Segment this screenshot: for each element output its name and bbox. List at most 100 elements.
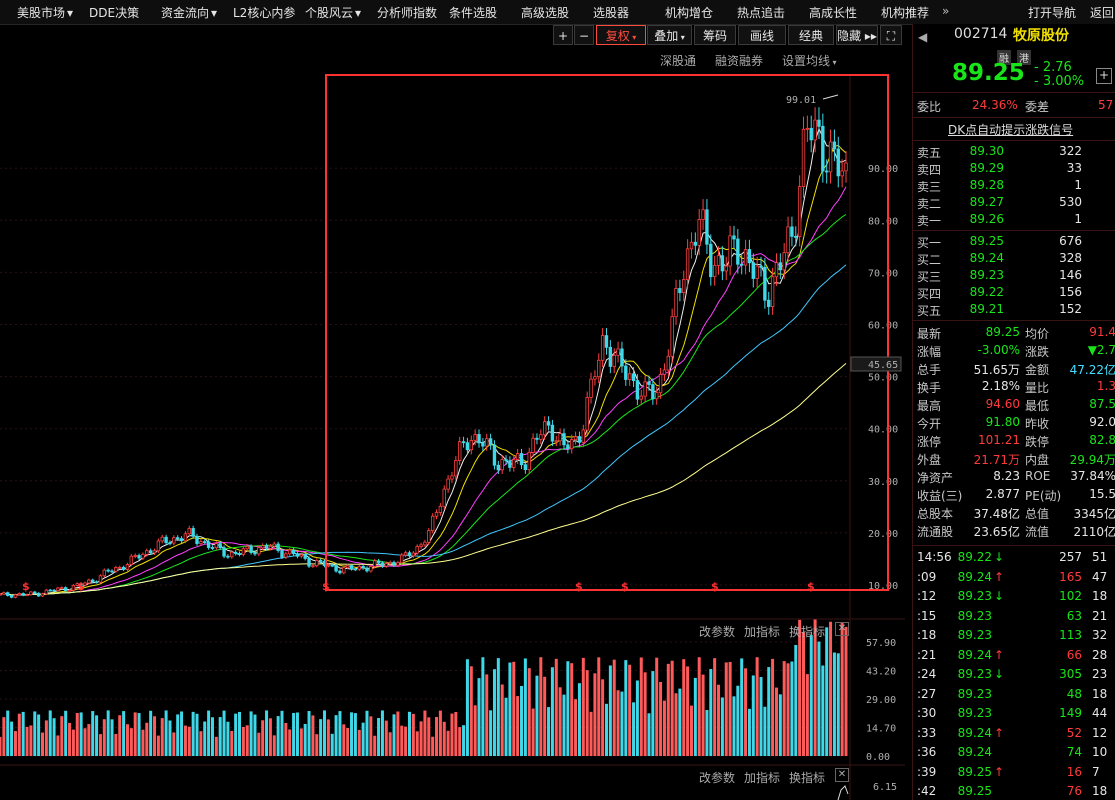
- add-indicator-link[interactable]: 加指标: [744, 625, 781, 639]
- stat-row[interactable]: 外盘 21.71万 内盘 29.94万: [912, 451, 1115, 468]
- bid-row[interactable]: 买三 89.23 146: [912, 268, 1115, 285]
- candle-body: [446, 478, 450, 490]
- stat-row[interactable]: 换手 2.18% 量比 1.3: [912, 379, 1115, 396]
- menu-item[interactable]: 条件选股: [449, 6, 498, 20]
- tick-row[interactable]: :15 89.23 63 21: [912, 609, 1115, 626]
- volume-bar: [481, 657, 485, 756]
- hk-connect-link[interactable]: 深股通: [660, 54, 697, 68]
- ask-row[interactable]: 卖四 89.29 33: [912, 161, 1115, 178]
- classic-button[interactable]: 经典: [788, 25, 834, 45]
- menu-item[interactable]: DDE决策: [89, 6, 140, 20]
- margin-trading-link[interactable]: 融资融券: [715, 54, 764, 68]
- add-watchlist-icon[interactable]: +: [1096, 68, 1112, 84]
- stat-label: 换手: [917, 381, 942, 395]
- tick-row[interactable]: :30 89.23 149 44: [912, 706, 1115, 723]
- stat-row[interactable]: 最高 94.60 最低 87.5: [912, 397, 1115, 414]
- menu-item[interactable]: 高级选股: [521, 6, 570, 20]
- tick-row[interactable]: :18 89.23 113 32: [912, 628, 1115, 645]
- stat-row[interactable]: 总手 51.65万 金额 47.22亿: [912, 361, 1115, 378]
- menu-item[interactable]: 分析师指数: [377, 6, 438, 20]
- candle-body: [160, 536, 164, 542]
- add-indicator-link[interactable]: 加指标: [744, 771, 781, 785]
- menu-item[interactable]: 美股市场: [17, 6, 66, 20]
- menu-item[interactable]: 高成长性: [809, 6, 858, 20]
- tick-row[interactable]: :33 89.24 ↑ 52 12: [912, 726, 1115, 743]
- prev-stock-icon[interactable]: ◀: [918, 30, 928, 44]
- event-marker-icon[interactable]: $: [77, 580, 85, 593]
- indicator-params-link[interactable]: 改参数: [699, 625, 736, 639]
- event-marker-icon[interactable]: $: [22, 580, 30, 593]
- menu-item[interactable]: 资金流向: [161, 6, 210, 20]
- bid-row[interactable]: 买二 89.24 328: [912, 251, 1115, 268]
- indicator-params-link[interactable]: 改参数: [699, 771, 736, 785]
- volume-bar: [176, 714, 180, 756]
- volume-bar: [249, 711, 253, 756]
- tick-row[interactable]: :27 89.23 48 18: [912, 687, 1115, 704]
- candle-body: [195, 535, 199, 544]
- stat-row[interactable]: 净资产 8.23 ROE 37.84%: [912, 469, 1115, 486]
- bid-row[interactable]: 买一 89.25 676: [912, 234, 1115, 251]
- event-marker-icon[interactable]: $: [711, 580, 719, 593]
- stat-row[interactable]: 最新 89.25 均价 91.4: [912, 325, 1115, 342]
- tick-count: 44: [1092, 706, 1108, 720]
- tick-row[interactable]: :21 89.24 ↑ 66 28: [912, 648, 1115, 665]
- event-marker-icon[interactable]: $: [621, 580, 629, 593]
- candle-body: [175, 537, 180, 540]
- candle-body: [670, 316, 674, 357]
- stat-row[interactable]: 总股本 37.48亿 总值 3345亿: [912, 505, 1115, 522]
- overlay-button[interactable]: 叠加 ▾: [647, 25, 692, 45]
- ask-row[interactable]: 卖二 89.27 530: [912, 195, 1115, 212]
- menu-item[interactable]: L2核心内参: [233, 6, 296, 20]
- menu-item[interactable]: 个股风云: [305, 6, 354, 20]
- menu-item[interactable]: 机构推荐: [881, 6, 930, 20]
- bid-row[interactable]: 买四 89.22 156: [912, 285, 1115, 302]
- hide-button[interactable]: 隐藏 ▸▸: [836, 25, 878, 45]
- volume-tick-label: 14.70: [866, 724, 896, 735]
- ma-settings-link[interactable]: 设置均线 ▾: [782, 52, 837, 69]
- ask-row[interactable]: 卖三 89.28 1: [912, 178, 1115, 195]
- volume-bar: [141, 729, 145, 756]
- tick-row[interactable]: :12 89.23 ↓ 102 18: [912, 589, 1115, 606]
- stat-row[interactable]: 涨幅 -3.00% 涨跌 ▼2.7: [912, 343, 1115, 360]
- stat-row[interactable]: 收益(三) 2.877 PE(动) 15.5: [912, 487, 1115, 504]
- switch-indicator-link[interactable]: 换指标: [789, 625, 826, 639]
- menu-item[interactable]: 选股器: [593, 6, 630, 20]
- bid-row[interactable]: 买五 89.21 152: [912, 302, 1115, 319]
- volume-bar: [40, 732, 44, 756]
- ask-row[interactable]: 卖五 89.30 322: [912, 144, 1115, 161]
- event-marker-icon[interactable]: $: [807, 580, 815, 593]
- volume-bar: [512, 661, 516, 756]
- stat-row[interactable]: 流通股 23.65亿 流值 2110亿: [912, 523, 1115, 540]
- tick-row[interactable]: :24 89.23 ↓ 305 23: [912, 667, 1115, 684]
- tick-row[interactable]: :39 89.25 ↑ 16 7: [912, 765, 1115, 782]
- zoom-in-button[interactable]: +: [553, 25, 573, 45]
- stat-row[interactable]: 涨停 101.21 跌停 82.8: [912, 433, 1115, 450]
- zoom-out-button[interactable]: −: [574, 25, 594, 45]
- event-marker-icon[interactable]: $: [322, 580, 330, 593]
- kline-chart[interactable]: 90.00 80.00 70.00 60.00 50.00 40.00 30.00 20.00…: [0, 48, 905, 800]
- tick-row[interactable]: :42 89.25 76 18: [912, 784, 1115, 800]
- close-icon[interactable]: ✕: [835, 622, 849, 636]
- stat-row[interactable]: 今开 91.80 昨收 92.0: [912, 415, 1115, 432]
- event-marker-icon[interactable]: $: [575, 580, 583, 593]
- stat-label: 最低: [1025, 399, 1050, 413]
- signal-link[interactable]: DK点自动提示涨跌信号: [948, 123, 1074, 137]
- fullscreen-icon[interactable]: ⛶: [880, 25, 902, 45]
- back-link[interactable]: 返回: [1090, 6, 1115, 20]
- chips-button[interactable]: 筹码: [694, 25, 736, 45]
- open-navigation-link[interactable]: 打开导航: [1028, 6, 1077, 20]
- chevron-down-icon: ▾: [678, 33, 685, 42]
- switch-indicator-link[interactable]: 换指标: [789, 771, 826, 785]
- fuquan-button[interactable]: 复权 ▾: [596, 25, 646, 45]
- volume-bar: [651, 671, 655, 756]
- close-icon[interactable]: ✕: [835, 768, 849, 782]
- menu-more-icon[interactable]: »: [942, 4, 950, 18]
- menu-item[interactable]: 机构增仓: [665, 6, 714, 20]
- draw-line-button[interactable]: 画线: [738, 25, 786, 45]
- tick-row[interactable]: :09 89.24 ↑ 165 47: [912, 570, 1115, 587]
- menu-item[interactable]: 热点追击: [737, 6, 786, 20]
- tick-row[interactable]: :36 89.24 74 10: [912, 745, 1115, 762]
- volume-bar: [462, 725, 466, 756]
- ask-row[interactable]: 卖一 89.26 1: [912, 212, 1115, 229]
- tick-row[interactable]: 14:56 89.22 ↓ 257 51: [912, 550, 1115, 567]
